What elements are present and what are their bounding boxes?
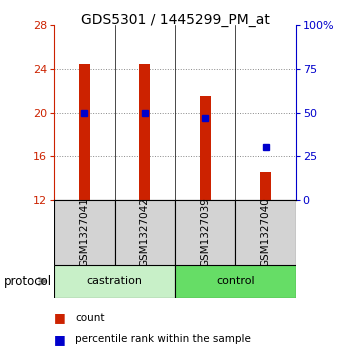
Text: GSM1327041: GSM1327041 xyxy=(79,197,90,267)
Text: GSM1327040: GSM1327040 xyxy=(260,197,271,267)
Text: GSM1327042: GSM1327042 xyxy=(140,197,150,267)
Text: control: control xyxy=(216,276,255,286)
Text: castration: castration xyxy=(87,276,143,286)
Text: ■: ■ xyxy=(54,311,66,324)
Bar xyxy=(79,64,90,200)
Bar xyxy=(115,200,175,265)
Text: percentile rank within the sample: percentile rank within the sample xyxy=(75,334,251,344)
Bar xyxy=(235,200,296,265)
Text: GSM1327039: GSM1327039 xyxy=(200,197,210,267)
Bar xyxy=(175,200,235,265)
Bar xyxy=(175,265,296,298)
Text: GDS5301 / 1445299_PM_at: GDS5301 / 1445299_PM_at xyxy=(80,13,270,27)
Bar xyxy=(260,172,271,200)
Bar xyxy=(54,265,175,298)
Bar xyxy=(54,200,115,265)
Text: protocol: protocol xyxy=(4,275,52,288)
Bar xyxy=(200,96,211,200)
Text: count: count xyxy=(75,313,105,323)
Text: ■: ■ xyxy=(54,333,66,346)
Bar xyxy=(139,64,150,200)
